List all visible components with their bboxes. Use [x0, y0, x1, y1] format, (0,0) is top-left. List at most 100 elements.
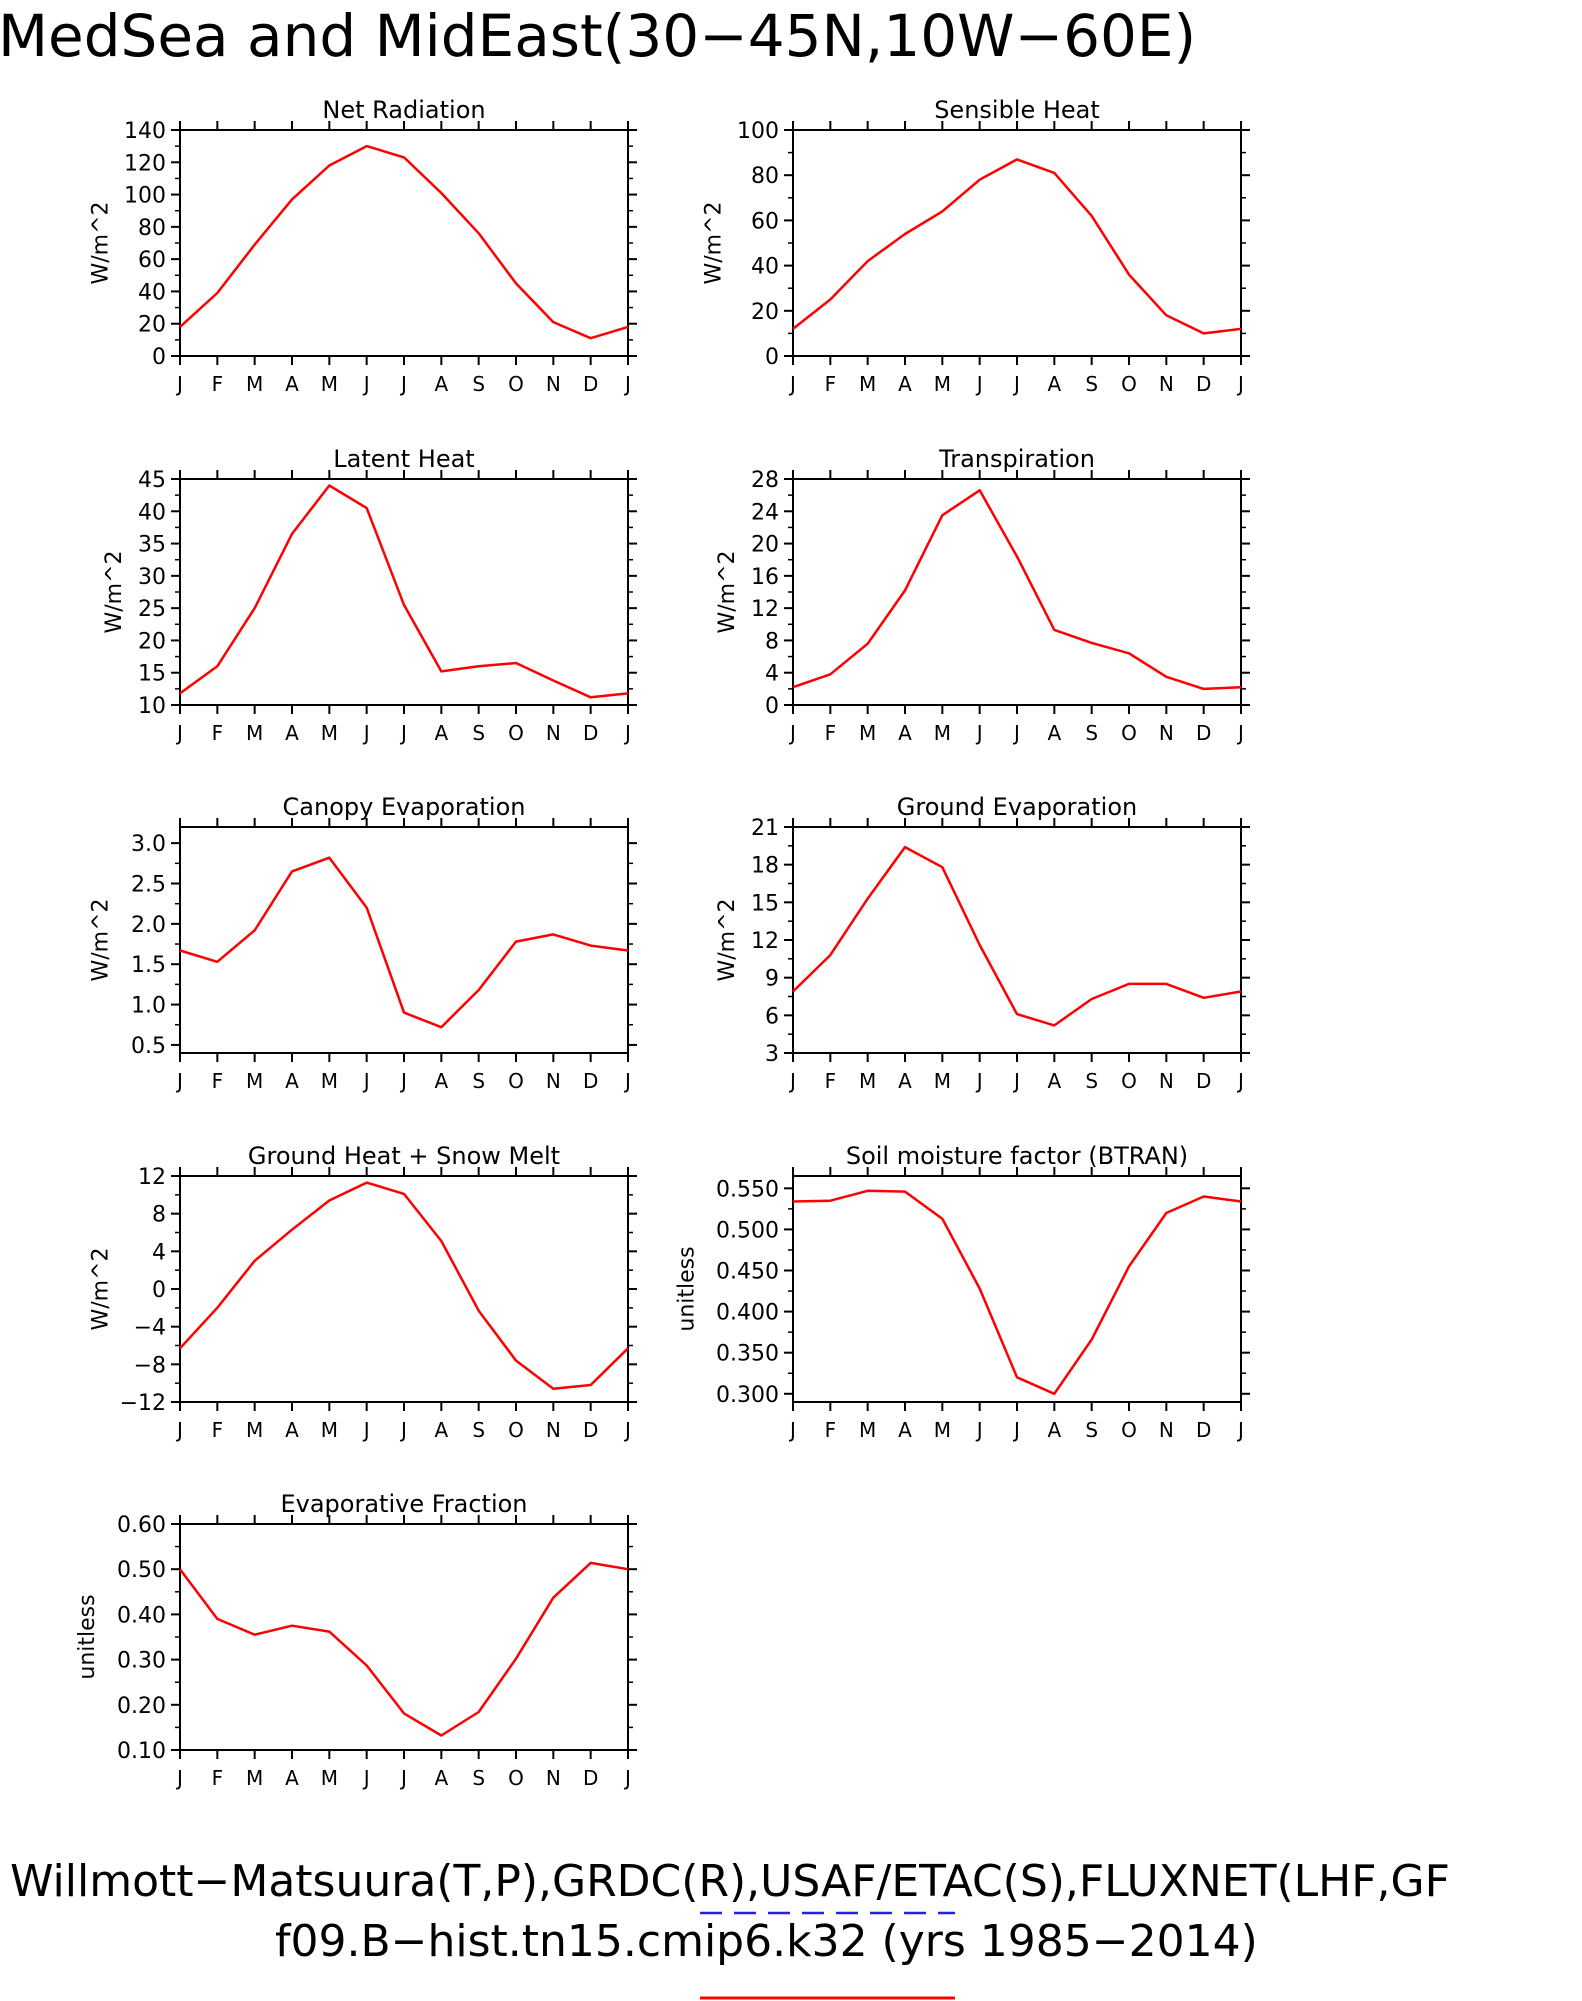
x-tick-label: A	[1047, 372, 1061, 396]
series-line	[179, 856, 629, 1029]
x-tick-label: A	[434, 1069, 448, 1093]
x-tick-label: N	[546, 1069, 561, 1093]
x-tick-label: N	[546, 1766, 561, 1790]
x-tick-label: M	[859, 372, 876, 396]
x-tick-label: J	[1236, 1418, 1244, 1442]
y-tick-label: 21	[751, 816, 779, 841]
y-tick-label: 0.60	[117, 1513, 166, 1538]
x-tick-label: J	[788, 721, 796, 745]
y-tick-label: 20	[138, 629, 166, 654]
y-tick-label: 60	[138, 248, 166, 273]
x-tick-label: M	[934, 721, 951, 745]
y-axis-label: unitless	[675, 1246, 700, 1331]
x-tick-label: O	[1121, 372, 1137, 396]
x-tick-label: D	[1196, 1069, 1211, 1093]
x-tick-label: J	[788, 1069, 796, 1093]
x-tick-label: J	[362, 721, 370, 745]
y-tick-label: 8	[152, 1203, 166, 1228]
x-tick-label: N	[546, 1418, 561, 1442]
x-tick-label: A	[434, 372, 448, 396]
y-tick-label: 18	[751, 854, 779, 879]
y-tick-label: 3	[765, 1042, 779, 1067]
x-tick-label: J	[175, 1418, 183, 1442]
y-tick-label: 6	[765, 1004, 779, 1029]
series-line	[792, 845, 1242, 1027]
panel-title: Canopy Evaporation	[283, 793, 526, 821]
x-tick-label: F	[212, 721, 224, 745]
y-tick-label: 1.5	[131, 953, 166, 978]
x-tick-label: O	[1121, 1069, 1137, 1093]
x-tick-label: M	[321, 1069, 338, 1093]
x-tick-label: S	[1085, 721, 1098, 745]
y-tick-label: 3.0	[131, 832, 166, 857]
x-tick-label: A	[285, 1766, 299, 1790]
x-tick-label: J	[399, 1766, 407, 1790]
x-tick-label: A	[434, 1418, 448, 1442]
y-tick-label: 0.5	[131, 1034, 166, 1059]
y-tick-label: 100	[124, 184, 166, 209]
x-tick-label: A	[285, 372, 299, 396]
y-tick-label: 0	[152, 345, 166, 370]
panel-title: Transpiration	[938, 445, 1095, 473]
panel-title: Net Radiation	[322, 96, 485, 124]
x-tick-label: M	[859, 1069, 876, 1093]
y-tick-label: 12	[751, 929, 779, 954]
x-tick-label: F	[825, 721, 837, 745]
x-tick-label: A	[898, 1069, 912, 1093]
y-tick-label: 40	[138, 280, 166, 305]
series-line	[792, 489, 1242, 691]
y-tick-label: 15	[138, 662, 166, 687]
footer-observations-line: Willmott−Matsuura(T,P),GRDC(R),USAF/ETAC…	[10, 1856, 1450, 1907]
y-axis-label: W/m^2	[89, 898, 114, 981]
x-tick-label: D	[583, 1418, 598, 1442]
x-tick-label: J	[788, 372, 796, 396]
x-tick-label: O	[508, 372, 524, 396]
y-tick-label: 0.50	[117, 1558, 166, 1583]
x-tick-label: A	[285, 721, 299, 745]
panel-title: Latent Heat	[333, 445, 474, 473]
y-tick-label: 2.0	[131, 913, 166, 938]
x-tick-label: J	[175, 1069, 183, 1093]
chart-panel: J F M A M J J A S O N D J0481216202428TranspirationW…	[715, 445, 1250, 745]
x-tick-label: J	[1012, 721, 1020, 745]
y-tick-label: −8	[134, 1353, 166, 1378]
x-tick-label: D	[583, 1766, 598, 1790]
y-tick-label: 24	[751, 500, 779, 525]
x-tick-label: N	[546, 721, 561, 745]
x-tick-label: J	[1236, 372, 1244, 396]
x-tick-label: J	[975, 1418, 983, 1442]
x-tick-label: A	[898, 1418, 912, 1442]
x-tick-label: J	[1012, 1069, 1020, 1093]
x-tick-label: J	[1236, 721, 1244, 745]
y-tick-label: 0.30	[117, 1649, 166, 1674]
series-line	[179, 1561, 629, 1737]
x-tick-label: S	[1085, 1418, 1098, 1442]
y-tick-label: 0.450	[716, 1260, 779, 1285]
x-tick-label: M	[934, 372, 951, 396]
x-tick-label: D	[1196, 1418, 1211, 1442]
y-tick-label: 20	[751, 533, 779, 558]
x-tick-label: M	[934, 1069, 951, 1093]
x-tick-label: A	[1047, 1069, 1061, 1093]
x-tick-label: M	[859, 1418, 876, 1442]
x-tick-label: J	[175, 1766, 183, 1790]
x-tick-label: S	[472, 1766, 485, 1790]
x-tick-label: F	[212, 1418, 224, 1442]
chart-panel: J F M A M J J A S O N D J0.100.200.300.400.500.60Eva…	[75, 1490, 637, 1790]
chart-panel: J F M A M J J A S O N D J0.3000.3500.4000.4500.5000.…	[675, 1142, 1250, 1442]
y-tick-label: 25	[138, 597, 166, 622]
y-tick-label: 12	[138, 1165, 166, 1190]
x-tick-label: S	[472, 1418, 485, 1442]
x-tick-label: N	[1159, 1069, 1174, 1093]
x-tick-label: D	[583, 721, 598, 745]
y-tick-label: 9	[765, 967, 779, 992]
panel-title: Ground Evaporation	[897, 793, 1137, 821]
x-tick-label: O	[1121, 1418, 1137, 1442]
x-tick-label: M	[246, 721, 263, 745]
y-tick-label: 0	[765, 694, 779, 719]
